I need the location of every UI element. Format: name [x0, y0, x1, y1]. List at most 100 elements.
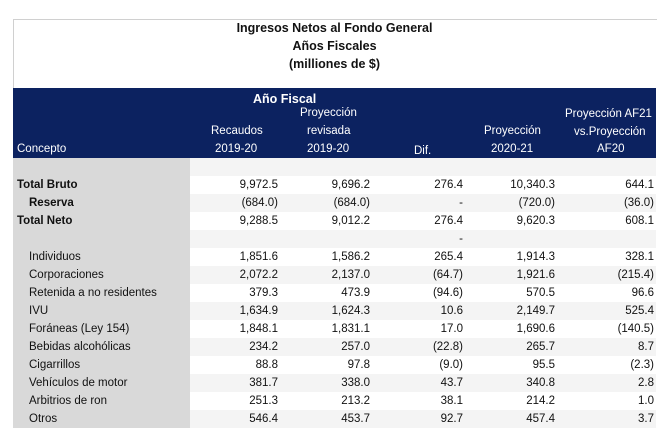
cell-col5: 2.8 [638, 377, 654, 389]
cell-col5: 1.0 [638, 395, 654, 407]
cell-col5: (215.4) [617, 269, 654, 281]
cell-col1: 379.3 [249, 287, 278, 299]
cell-col4: 570.5 [526, 287, 555, 299]
cell-col4: 10,340.3 [510, 179, 555, 191]
header-col5-l1: Proyección AF21 [565, 108, 652, 120]
cell-col2: (684.0) [333, 197, 370, 209]
cell-col2: 453.7 [341, 413, 370, 425]
row-label: Total Bruto [17, 179, 78, 191]
cell-col2: 2,137.0 [331, 269, 370, 281]
row-label: Bebidas alcohólicas [29, 341, 131, 353]
row-label: Reserva [29, 197, 74, 209]
cell-col3: 92.7 [440, 413, 463, 425]
cell-col3: (9.0) [439, 359, 463, 371]
table-row: - [13, 230, 656, 248]
header-col5-l2: vs.Proyección [574, 126, 646, 138]
row-label: Foráneas (Ley 154) [29, 323, 130, 335]
cell-col3: (64.7) [432, 269, 463, 281]
table-row: Foráneas (Ley 154) 1,848.1 1,831.1 17.0 1,69… [13, 320, 656, 338]
cell-col5: 96.6 [631, 287, 654, 299]
cell-col2: 213.2 [341, 395, 370, 407]
cell-col3: (22.8) [432, 341, 463, 353]
table-header: Año Fiscal Concepto Recaudos 2019-20 Pro… [13, 88, 656, 158]
header-col2-l2: revisada [307, 125, 351, 137]
cell-col5: 644.1 [625, 179, 654, 191]
row-label: Total Neto [17, 215, 73, 227]
header-col1-l2: 2019-20 [215, 143, 258, 155]
table-subtitle: Años Fiscales [292, 39, 377, 53]
cell-col4: 340.8 [526, 377, 555, 389]
cell-col2: 9,012.2 [331, 215, 370, 227]
header-col1-l1: Recaudos [211, 125, 263, 137]
cell-col2: 257.0 [341, 341, 370, 353]
cell-col2: 473.9 [341, 287, 370, 299]
row-label: Corporaciones [29, 269, 104, 281]
row-label: Retenida a no residentes [29, 287, 157, 299]
cell-col3: - [459, 197, 463, 209]
header-col4-l1: Proyección [484, 125, 541, 137]
table-row: IVU 1,634.9 1,624.3 10.6 2,149.7 525.4 [13, 302, 656, 320]
table-row: Total Neto 9,288.5 9,012.2 276.4 9,620.3 608.… [13, 212, 656, 230]
header-col2-l3: 2019-20 [307, 143, 350, 155]
cell-col1: (684.0) [241, 197, 278, 209]
cell-col2: 9,696.2 [331, 179, 370, 191]
table-units: (milliones de $) [289, 57, 380, 71]
cell-col1: 1,848.1 [239, 323, 278, 335]
cell-col3: 38.1 [440, 395, 463, 407]
cell-col5: 3.7 [638, 413, 654, 425]
cell-col1: 9,972.5 [239, 179, 278, 191]
cell-col3: 276.4 [434, 215, 463, 227]
header-group: Año Fiscal [253, 92, 317, 106]
header-concepto: Concepto [17, 143, 67, 155]
cell-col2: 1,831.1 [331, 323, 370, 335]
table-row [13, 158, 656, 176]
cell-col2: 97.8 [347, 359, 370, 371]
cell-col4: 1,690.6 [516, 323, 555, 335]
cell-col3: 276.4 [434, 179, 463, 191]
row-label: Otros [29, 413, 58, 425]
header-col2-l1: Proyección [300, 107, 357, 119]
header-col5-l3: AF20 [597, 143, 625, 155]
cell-col3: - [459, 233, 463, 245]
row-label: Arbitrios de ron [29, 395, 107, 407]
table-row: Retenida a no residentes 379.3 473.9 (94.6)… [13, 284, 656, 302]
cell-col3: 43.7 [440, 377, 463, 389]
title-frame [13, 19, 657, 89]
cell-col2: 338.0 [341, 377, 370, 389]
cell-col1: 1,634.9 [239, 305, 278, 317]
table-row: Corporaciones 2,072.2 2,137.0 (64.7) 1,921.6… [13, 266, 656, 284]
table-title: Ingresos Netos al Fondo General [236, 21, 433, 35]
table-row: Total Bruto 9,972.5 9,696.2 276.4 10,340.3 64… [13, 176, 656, 194]
cell-col4: 1,914.3 [516, 251, 555, 263]
table-row: Individuos 1,851.6 1,586.2 265.4 1,914.3 328.… [13, 248, 656, 266]
table-row: Otros 546.4 453.7 92.7 457.4 3.7 [13, 410, 656, 428]
cell-col5: 328.1 [625, 251, 654, 263]
cell-col1: 88.8 [255, 359, 278, 371]
cell-col2: 1,586.2 [331, 251, 370, 263]
cell-col1: 9,288.5 [239, 215, 278, 227]
header-col3: Dif. [414, 145, 432, 157]
table-row: Cigarrillos 88.8 97.8 (9.0) 95.5 (2.3) [13, 356, 656, 374]
cell-col5: 525.4 [625, 305, 654, 317]
table-row: Arbitrios de ron 251.3 213.2 38.1 214.2 1.0 [13, 392, 656, 410]
cell-col5: (36.0) [623, 197, 654, 209]
cell-col4: 457.4 [526, 413, 555, 425]
table-row: Reserva (684.0) (684.0) - (720.0) (36.0) [13, 194, 656, 212]
cell-col1: 1,851.6 [239, 251, 278, 263]
cell-col3: (94.6) [432, 287, 463, 299]
cell-col5: 8.7 [638, 341, 654, 353]
table-row: Vehículos de motor 381.7 338.0 43.7 340.8 2.8 [13, 374, 656, 392]
cell-col3: 17.0 [440, 323, 463, 335]
cell-col1: 234.2 [249, 341, 278, 353]
cell-col4: 214.2 [526, 395, 555, 407]
cell-col4: 265.7 [526, 341, 555, 353]
cell-col2: 1,624.3 [331, 305, 370, 317]
cell-col3: 265.4 [434, 251, 463, 263]
header-col4-l2: 2020-21 [491, 143, 534, 155]
table-row: Bebidas alcohólicas 234.2 257.0 (22.8) 265.7… [13, 338, 656, 356]
cell-col4: 95.5 [532, 359, 555, 371]
cell-col5: (2.3) [630, 359, 654, 371]
cell-col1: 381.7 [249, 377, 278, 389]
row-label: IVU [29, 305, 49, 317]
cell-col1: 251.3 [249, 395, 278, 407]
